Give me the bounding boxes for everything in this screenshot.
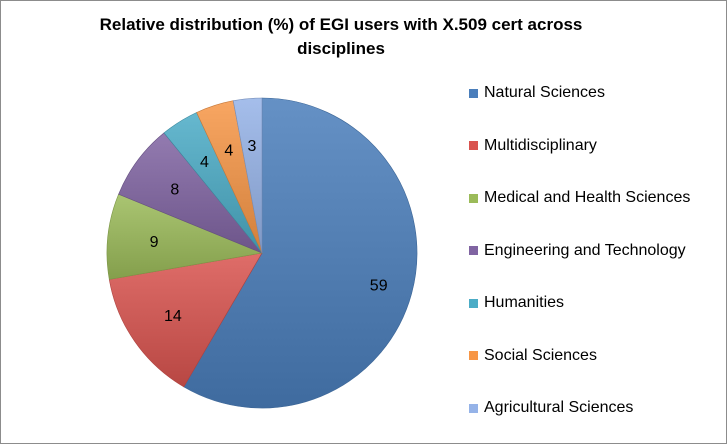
data-label: 14	[164, 308, 182, 325]
data-label: 4	[200, 154, 209, 171]
legend-swatch	[469, 193, 478, 203]
legend-item: Humanities	[469, 277, 724, 330]
legend-label: Multidisciplinary	[484, 136, 597, 154]
legend-item: Social Sciences	[469, 330, 724, 383]
chart-title: Relative distribution (%) of EGI users w…	[99, 15, 583, 58]
legend-label: Medical and Health Sciences	[484, 189, 691, 207]
data-label: 8	[170, 181, 179, 198]
legend-swatch	[469, 88, 478, 98]
legend-swatch	[469, 403, 478, 413]
pie-slice-medical-and-health-sciences	[106, 193, 264, 280]
legend-swatch	[469, 246, 478, 256]
chart-legend: Natural Sciences Multidisciplinary Medical…	[469, 67, 724, 435]
legend-item: Multidisciplinary	[469, 120, 724, 173]
legend-label: Agricultural Sciences	[484, 399, 634, 417]
data-label: 59	[370, 278, 388, 295]
legend-label: Social Sciences	[484, 346, 597, 364]
legend-swatch	[469, 298, 478, 308]
legend-item: Medical and Health Sciences	[469, 172, 724, 225]
legend-item: Agricultural Sciences	[469, 382, 724, 435]
legend-swatch	[469, 351, 478, 361]
legend-label: Natural Sciences	[484, 84, 605, 102]
legend-item: Natural Sciences	[469, 67, 724, 120]
legend-item: Engineering and Technology	[469, 225, 724, 278]
pie-slice-natural-sciences	[183, 97, 418, 409]
legend-label: Humanities	[484, 294, 565, 312]
pie-slice-multidisciplinary	[108, 252, 263, 388]
data-label: 3	[247, 138, 256, 155]
legend-label: Engineering and Technology	[484, 241, 686, 259]
legend-swatch	[469, 141, 478, 151]
pie-slice-agricultural-sciences	[232, 97, 263, 254]
data-label: 4	[224, 143, 233, 160]
data-label: 9	[150, 234, 159, 251]
